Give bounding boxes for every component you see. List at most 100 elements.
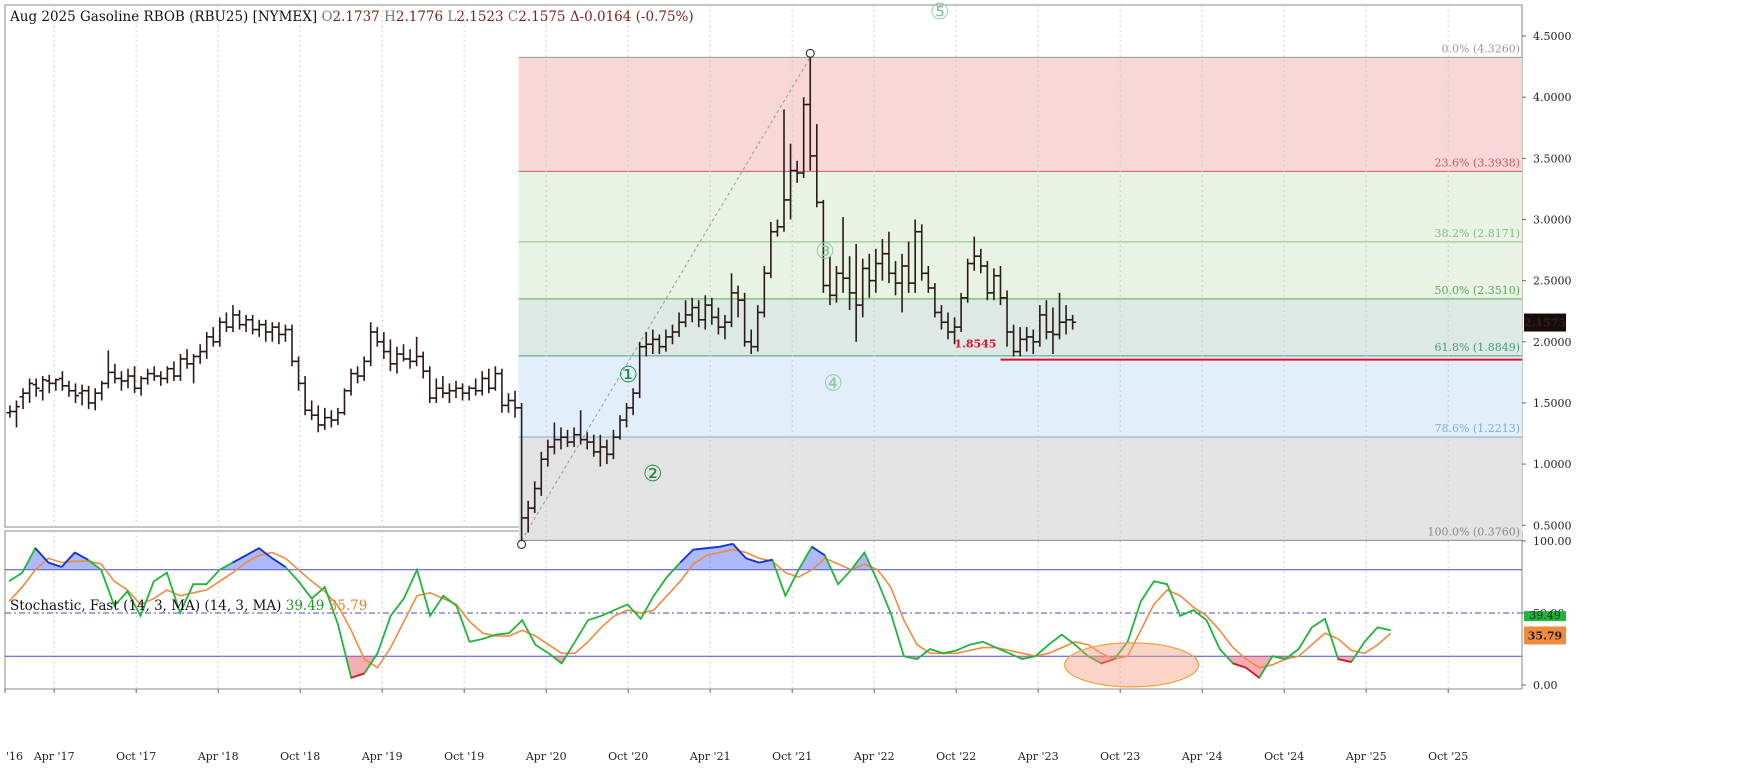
ohlc-bar [859,258,867,318]
ohlc-bar [911,219,919,293]
ohlc-bar [111,363,119,384]
ohlc-bar [996,265,1004,306]
ohlc-bar [98,380,106,401]
stoch-d-badge-bg [1524,626,1566,645]
ohlc-bar [104,350,112,389]
elliott-wave-label-4: ④ [823,372,843,397]
ohlc-bar [6,405,14,418]
fib-label-3: 50.0% (2.3510) [1434,284,1520,297]
ohlc-bar [72,383,80,403]
ohlc-bar [314,405,322,433]
ohlc-bar [170,361,178,381]
ohlc-bar [1056,292,1064,340]
ohlc-bar [629,388,637,416]
ohlc-bar [327,410,335,428]
ohlc-bar [249,314,257,335]
ohlc-bar [498,368,506,413]
ohlc-bar [386,339,394,372]
ohlc-bar [262,319,270,342]
stoch-y-tick-label-2: 100.00 [1533,535,1572,548]
ohlc-bar [518,402,526,542]
x-tick-label-17: Apr '25 [1345,750,1387,763]
ohlc-bar [216,317,224,347]
ohlc-bar [26,378,34,403]
stoch-k-overbought-seg [34,547,50,564]
ohlc-bar [1049,307,1057,355]
instrument-title: Aug 2025 Gasoline RBOB (RBU25) [NYMEX] [10,9,318,25]
x-tick-label-7: Apr '20 [525,750,567,763]
ohlc-bar [373,327,381,347]
ohlc-bar [504,393,512,413]
ohlc-bar [688,297,696,323]
ohlc-bar [459,383,467,401]
ohlc-bar [347,368,355,396]
stoch-k-overbought-seg [74,551,89,561]
ohlc-bar [832,265,840,303]
ohlc-bar [708,297,716,325]
ohlc-bar [406,349,414,369]
ohlc-bar [465,385,473,401]
ohlc-bar [813,124,821,208]
ohlc-bar [846,256,854,311]
ohlc-bar [885,231,893,284]
ohlc-bar [478,371,486,396]
ohlc-bar [865,253,873,298]
elliott-wave-label-2: ② [643,462,663,487]
stoch-overbought-fill [23,543,873,570]
fib-zone-2 [518,241,1522,299]
ohlc-bar [564,429,572,447]
ohlc-bar [144,368,152,385]
ohlc-bar [852,243,860,342]
ohlc-bar [150,366,158,381]
ohlc-bar [695,300,703,328]
ohlc-bar [616,415,624,440]
stoch-k-overbought-seg [271,557,286,568]
ohlc-bar [85,385,93,410]
ohlc-bar [806,56,814,171]
stoch-k-overbought-seg [679,548,694,564]
open-value: 2.1737 [332,9,380,25]
support-label: 1.8545 [954,338,996,351]
ohlc-bar [511,390,519,418]
ohlc-bar [176,354,184,381]
ohlc-bar [701,295,709,330]
ohlc-bar [826,256,834,306]
ohlc-bar [787,143,795,220]
ohlc-bar [117,371,125,391]
ohlc-bar [957,292,965,333]
ohlc-bar [609,429,617,460]
fib-label-2: 38.2% (2.8171) [1434,227,1520,240]
x-tick-label-0: '16 [6,750,23,763]
stochastic-d-value: 35.79 [328,598,368,614]
ohlc-bar [780,109,788,232]
ohlc-bar [642,332,650,357]
price-y-tick-label-2: 1.5000 [1533,397,1572,410]
ohlc-bar [209,327,217,347]
ohlc-bar [485,368,493,394]
price-chart-header: Aug 2025 Gasoline RBOB (RBU25) [NYMEX] O… [10,9,694,25]
ohlc-bar [439,376,447,399]
ohlc-bar [760,265,768,318]
ohlc-bar [19,388,27,410]
x-tick-label-13: Apr '23 [1017,750,1059,763]
ohlc-bar [157,371,165,386]
ohlc-bar [721,314,729,340]
ohlc-bar [452,380,460,399]
ohlc-bar [222,312,230,333]
stochastic-d-line [8,548,1392,669]
ohlc-bar [1010,324,1018,357]
x-tick-label-14: Oct '23 [1100,750,1140,763]
stochastic-header: Stochastic, Fast (14, 3, MA) (14, 3, MA)… [10,598,367,614]
ohlc-bar [137,376,145,396]
ohlc-bar [308,400,316,421]
ohlc-bar [58,371,66,391]
ohlc-bar [1029,329,1037,355]
stoch-k-overbought-seg [758,558,773,564]
ohlc-bar [1062,305,1070,335]
change-value: Δ-0.0164 (-0.75%) [569,9,694,25]
ohlc-bar [983,261,991,301]
ohlc-bar [1023,327,1031,352]
fib-label-4: 61.8% (1.8849) [1434,341,1520,354]
stochastic-title: Stochastic, Fast (14, 3, MA) (14, 3, MA) [10,598,282,614]
